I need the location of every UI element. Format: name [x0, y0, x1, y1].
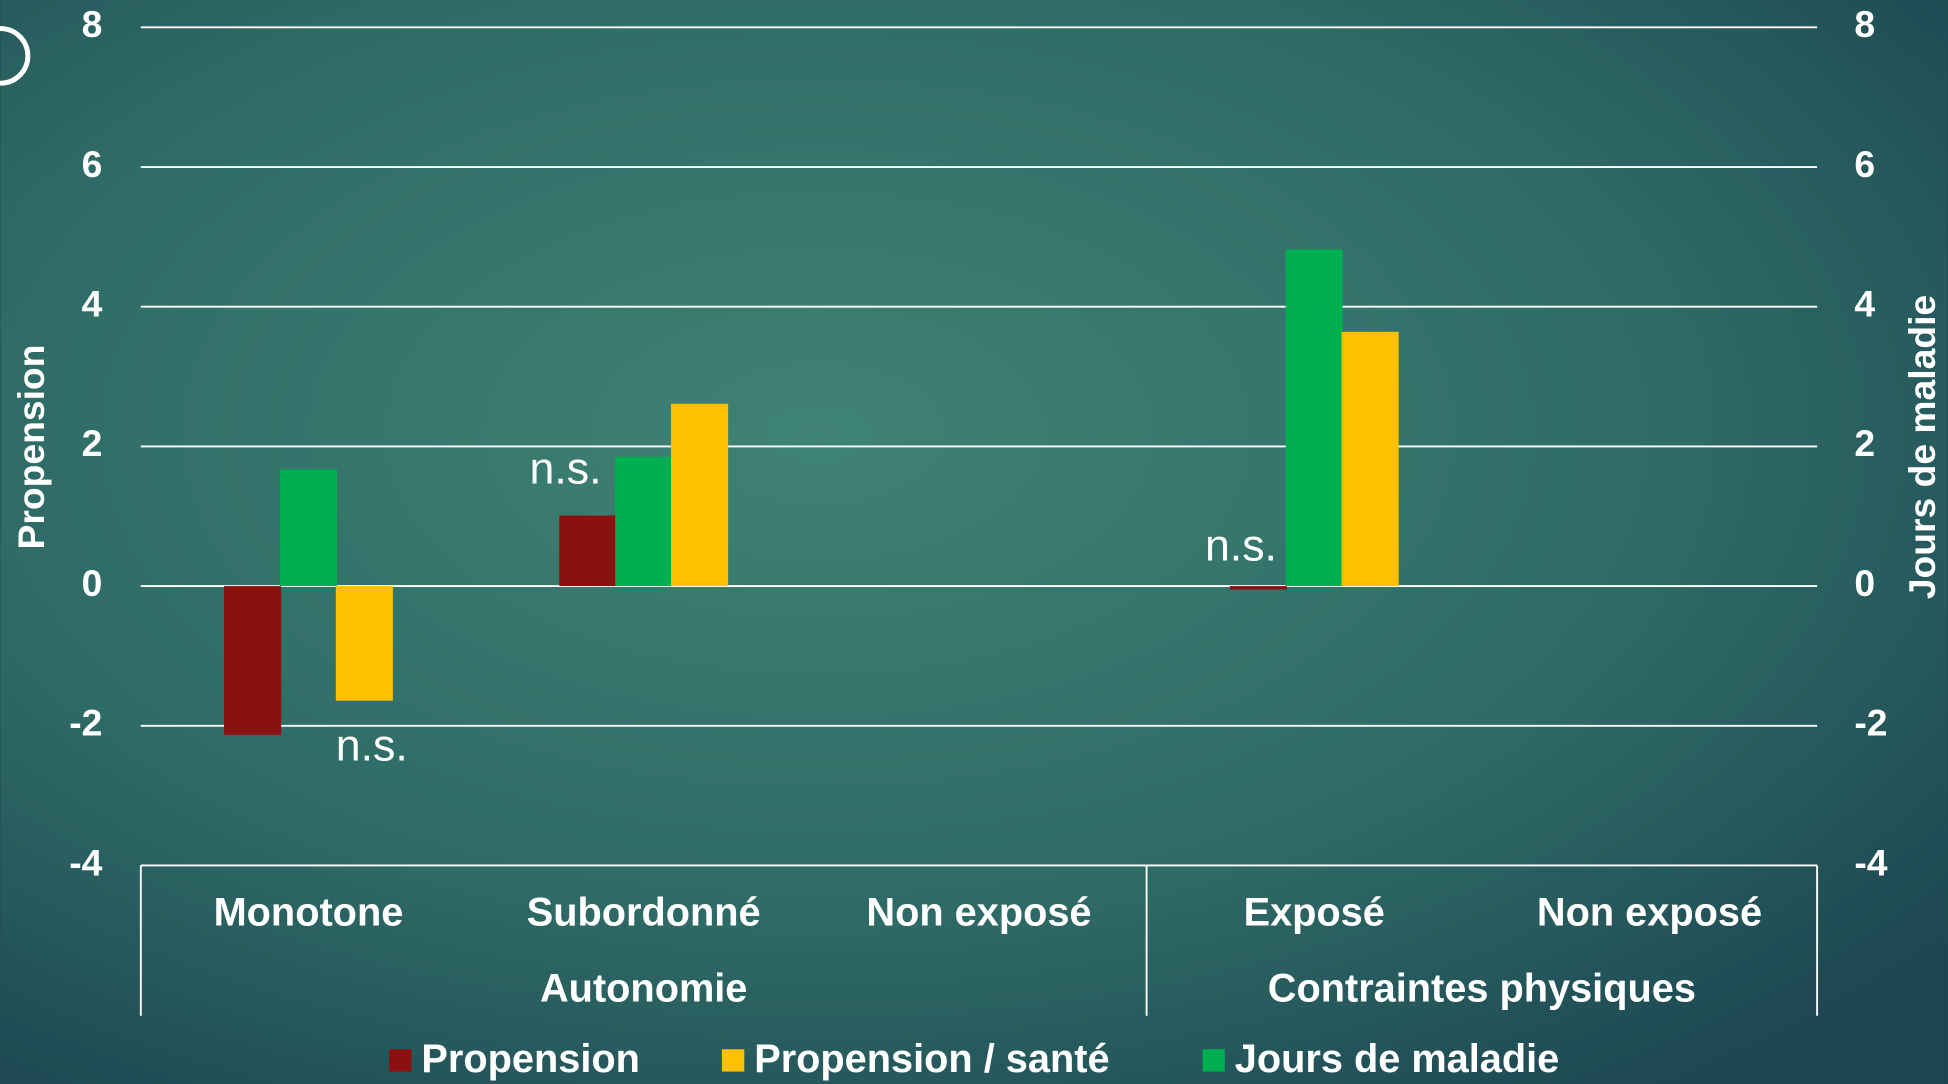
- x-tick-label: Subordonné: [527, 891, 761, 935]
- x-tick-label: Monotone: [214, 891, 404, 935]
- y2-tick-label: 6: [1854, 143, 1875, 185]
- x-tick-label: Non exposé: [1537, 891, 1762, 935]
- legend-swatch: [389, 1049, 412, 1072]
- legend-swatch: [1202, 1049, 1225, 1072]
- legend-label: Jours de maladie: [1235, 1037, 1560, 1081]
- legend-label: Propension: [421, 1037, 639, 1081]
- y-tick-label: 6: [82, 143, 103, 185]
- bar: [335, 586, 393, 701]
- y2-tick-label: -2: [1854, 702, 1887, 744]
- y2-tick-label: 8: [1854, 3, 1875, 45]
- bar: [559, 515, 617, 587]
- group-label: Contraintes physiques: [1268, 966, 1696, 1010]
- group-label: Autonomie: [540, 966, 747, 1010]
- y-axis-label: Propension: [10, 345, 52, 550]
- y-tick-label: -4: [69, 841, 102, 883]
- bar: [671, 403, 729, 587]
- y2-tick-label: 4: [1854, 283, 1875, 325]
- y2-tick-label: 2: [1854, 422, 1875, 464]
- annotation: n.s.: [336, 722, 408, 771]
- annotation: n.s.: [529, 445, 601, 494]
- x-tick-label: Non exposé: [866, 891, 1091, 935]
- x-tick-label: Exposé: [1244, 891, 1385, 935]
- y-tick-label: 0: [82, 562, 103, 604]
- bar: [1285, 249, 1343, 587]
- y2-tick-label: -4: [1854, 841, 1887, 883]
- bar: [279, 469, 338, 587]
- annotation: n.s.: [1205, 522, 1277, 571]
- bar: [615, 456, 673, 587]
- y-tick-label: 8: [82, 3, 103, 45]
- y-tick-label: 2: [82, 422, 103, 464]
- legend-swatch: [721, 1049, 745, 1072]
- y-tick-label: -2: [69, 702, 102, 744]
- y-tick-label: 4: [82, 283, 103, 325]
- legend-label: Propension / santé: [754, 1037, 1109, 1081]
- decoration: [0, 26, 31, 86]
- y2-axis-label: Jours de maladie: [1901, 295, 1943, 599]
- bar: [1229, 586, 1287, 590]
- bar: [224, 586, 282, 735]
- y2-tick-label: 0: [1854, 562, 1875, 604]
- bar: [1341, 331, 1399, 587]
